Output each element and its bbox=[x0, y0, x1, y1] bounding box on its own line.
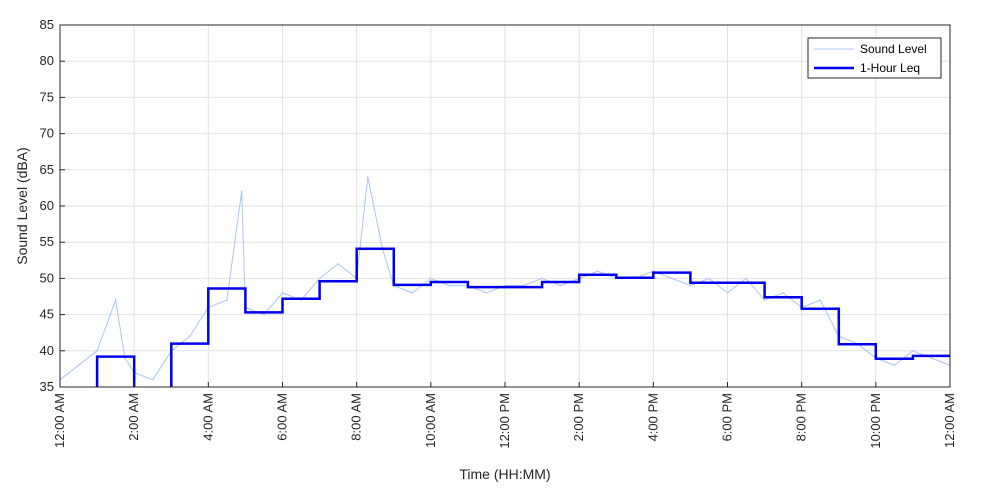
x-tick-label: 6:00 AM bbox=[275, 393, 290, 441]
x-tick-label: 8:00 PM bbox=[794, 393, 809, 441]
sound-level-point bbox=[782, 292, 784, 294]
y-tick-label: 80 bbox=[40, 53, 54, 68]
legend-label-sound-level: Sound Level bbox=[860, 42, 927, 56]
sound-level-point bbox=[263, 313, 265, 316]
x-tick-label: 12:00 PM bbox=[497, 393, 512, 449]
sound-level-point bbox=[318, 277, 321, 280]
sound-level-point bbox=[819, 299, 822, 301]
legend-label-leq: 1-Hour Leq bbox=[860, 61, 920, 75]
sound-level-point bbox=[366, 176, 369, 178]
sound-level-point bbox=[448, 284, 451, 287]
y-tick-label: 60 bbox=[40, 198, 54, 213]
sound-level-point bbox=[893, 364, 896, 367]
y-tick-label: 65 bbox=[40, 162, 54, 177]
x-tick-label: 12:00 AM bbox=[52, 393, 67, 448]
sound-level-point bbox=[930, 357, 933, 359]
sound-level-point bbox=[689, 284, 692, 287]
leq-step-line bbox=[95, 247, 950, 387]
y-tick-label: 50 bbox=[40, 270, 54, 285]
sound-level-point bbox=[114, 299, 117, 301]
sound-level-point bbox=[281, 292, 284, 294]
sound-level-point bbox=[763, 299, 766, 301]
legend-box bbox=[807, 37, 942, 79]
sound-level-point bbox=[671, 277, 673, 280]
y-tick-label: 35 bbox=[40, 379, 54, 394]
x-axis-label: Time (HH:MM) bbox=[459, 466, 550, 482]
sound-level-point bbox=[726, 292, 729, 294]
legend: Sound Level 1-Hour Leq bbox=[807, 37, 942, 79]
sound-level-point bbox=[912, 350, 914, 352]
y-tick-label: 70 bbox=[40, 126, 54, 141]
series-layer bbox=[60, 176, 950, 387]
sound-level-point bbox=[77, 364, 80, 367]
sound-level-point bbox=[226, 299, 228, 301]
axis-ticks: 35 40 45 50 55 60 65 70 75 80 85 12:00 AM 2:00 AM 4:0… bbox=[40, 17, 957, 449]
y-tick-label: 45 bbox=[40, 307, 54, 322]
x-tick-label: 6:00 PM bbox=[720, 393, 735, 441]
sound-level-point bbox=[188, 335, 191, 338]
y-axis-label: Sound Level (dBA) bbox=[14, 147, 30, 265]
sound-level-point bbox=[559, 284, 562, 287]
sound-level-point bbox=[708, 277, 710, 280]
x-tick-label: 2:00 AM bbox=[126, 393, 141, 441]
sound-level-point bbox=[151, 378, 154, 381]
sound-level-point bbox=[485, 292, 488, 294]
sound-level-line bbox=[60, 176, 950, 381]
x-tick-label: 4:00 PM bbox=[645, 393, 660, 441]
sound-level-point bbox=[430, 277, 432, 280]
x-tick-label: 12:00 AM bbox=[942, 393, 957, 448]
y-tick-label: 85 bbox=[40, 17, 54, 32]
sound-level-point bbox=[96, 350, 98, 352]
sound-level-point bbox=[596, 270, 599, 272]
sound-level-point bbox=[240, 190, 243, 193]
x-tick-label: 10:00 PM bbox=[868, 393, 883, 449]
sound-level-point bbox=[745, 277, 747, 280]
x-tick-label: 2:00 PM bbox=[571, 393, 586, 441]
y-tick-label: 55 bbox=[40, 234, 54, 249]
sound-level-point bbox=[411, 292, 414, 294]
x-tick-label: 4:00 AM bbox=[200, 393, 215, 441]
y-tick-label: 75 bbox=[40, 89, 54, 104]
sound-level-point bbox=[337, 263, 339, 265]
y-tick-label: 40 bbox=[40, 343, 54, 358]
x-tick-label: 10:00 AM bbox=[423, 393, 438, 448]
x-tick-label: 8:00 AM bbox=[349, 393, 364, 441]
sound-level-point bbox=[541, 277, 543, 280]
